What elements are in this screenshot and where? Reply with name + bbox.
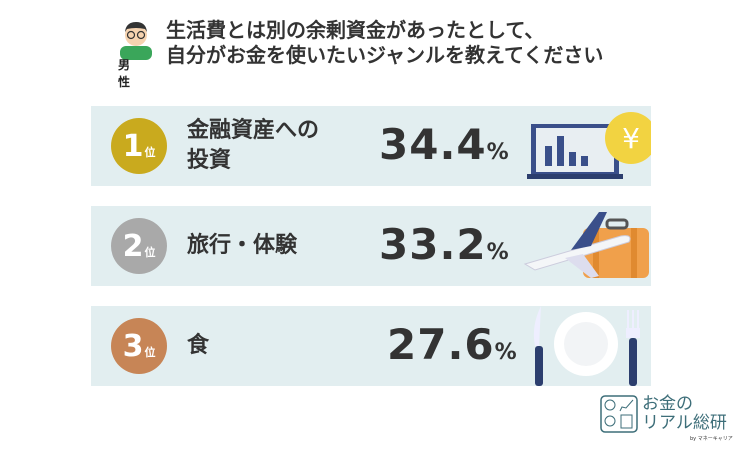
title-line-1: 生活費とは別の余剰資金があったとして、	[166, 18, 545, 42]
value-number: 33.2	[379, 220, 487, 269]
value-unit: %	[494, 340, 518, 365]
logo-byline: by マネーキャリア	[690, 436, 733, 442]
rank-suffix: 位	[144, 246, 156, 259]
rank-number: 3	[122, 328, 144, 364]
rank-suffix: 位	[144, 146, 156, 159]
rank-number: 2	[122, 228, 144, 264]
value-unit: %	[486, 140, 510, 165]
logo-line: お金の	[642, 394, 693, 414]
rank-label: 金融資産への 投資	[187, 116, 319, 176]
title-line-2: 自分がお金を使いたいジャンルを教えてください	[166, 43, 604, 67]
rank-value: 27.6%	[387, 320, 518, 369]
rank-number: 1	[122, 128, 144, 164]
value-number: 27.6	[387, 320, 495, 369]
rank-label: 旅行・体験	[187, 231, 297, 261]
rank-label: 食	[187, 331, 209, 361]
airplane-suitcase-icon	[523, 212, 649, 278]
rank-value: 34.4%	[379, 120, 510, 169]
value-number: 34.4	[379, 120, 487, 169]
gender-label: 男性	[118, 58, 131, 89]
logo-icon	[600, 395, 638, 433]
svg-text:¥: ¥	[622, 122, 640, 155]
label-line: 金融資産への	[187, 118, 320, 143]
rank-value: 33.2%	[379, 220, 510, 269]
rank-suffix: 位	[144, 346, 156, 359]
man-avatar-icon	[120, 22, 152, 60]
plate-knife-fork-icon	[533, 306, 640, 386]
brand-logo: お金の リアル総研 by マネーキャリア	[600, 395, 733, 442]
label-line: 食	[187, 333, 210, 358]
laptop-chart-yen-coin-icon: ¥	[527, 112, 651, 179]
label-line: 旅行・体験	[187, 233, 298, 258]
value-unit: %	[486, 240, 510, 265]
logo-line: リアル総研	[642, 413, 727, 433]
label-line: 投資	[187, 148, 232, 173]
survey-question: 生活費とは別の余剰資金があったとして、 自分がお金を使いたいジャンルを教えてくだ…	[166, 18, 603, 68]
logo-text: お金の リアル総研	[642, 395, 727, 433]
